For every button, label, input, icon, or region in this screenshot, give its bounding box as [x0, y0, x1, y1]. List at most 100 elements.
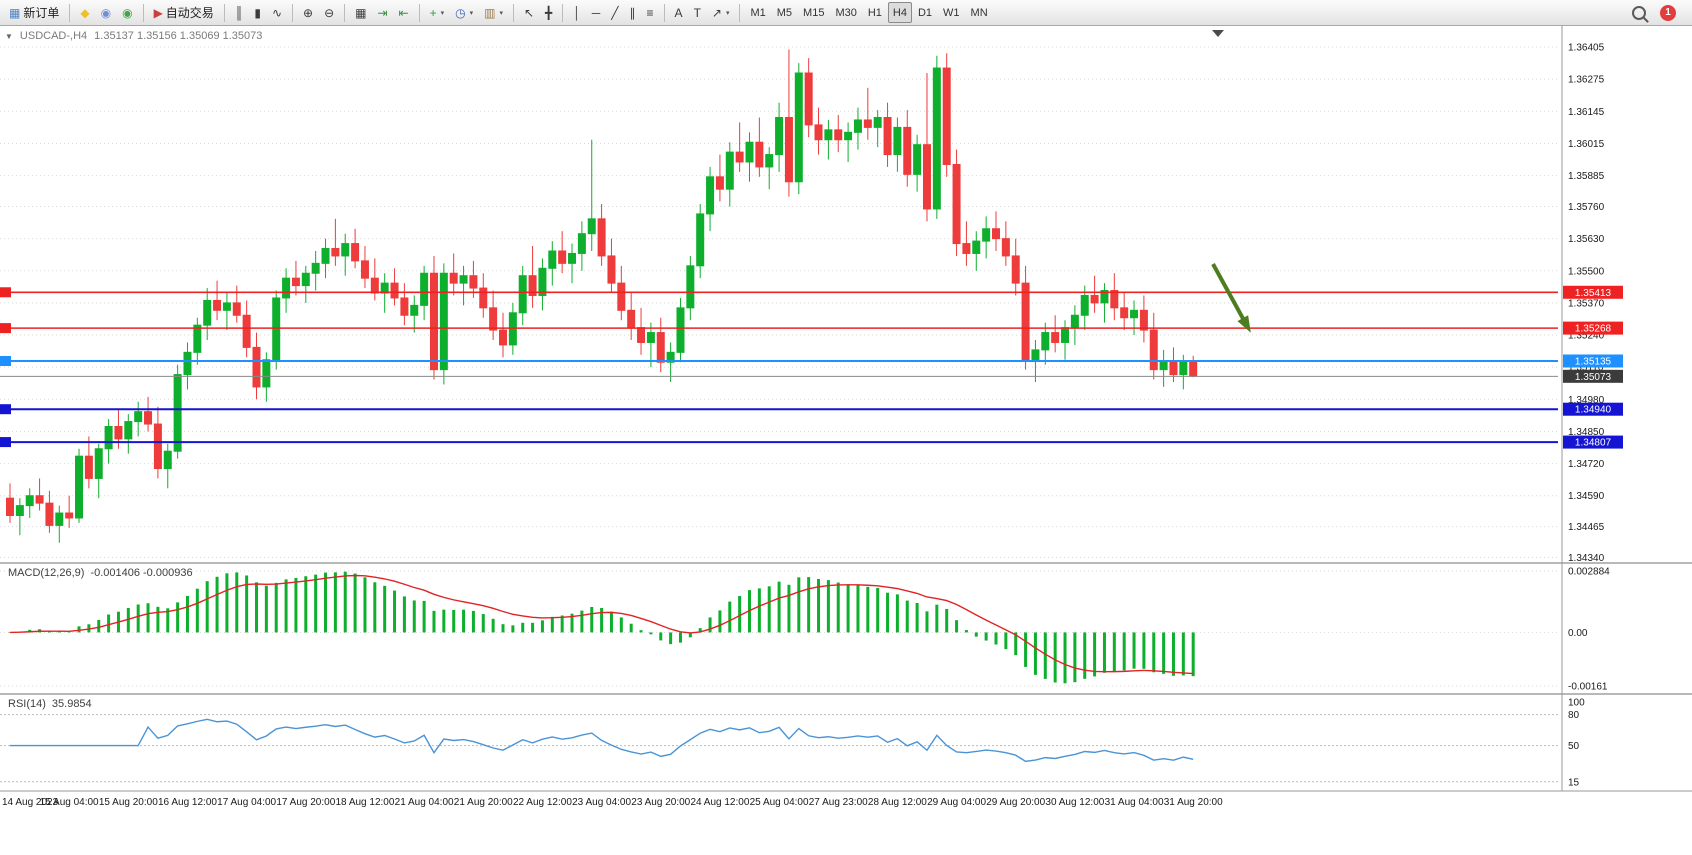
price-tick-label: 1.34720 [1568, 459, 1605, 470]
timeframe-m5-button[interactable]: M5 [772, 2, 797, 23]
macd-histogram-bar [609, 611, 613, 633]
macd-histogram-bar [481, 614, 485, 633]
candle-body [203, 299, 212, 326]
chart-canvas[interactable]: 1.36405 1.36275 1.36145 1.36015 1.35885 1.357… [0, 26, 1692, 855]
equidistant-channel-button[interactable]: ∥ [625, 2, 641, 23]
candle-body [922, 144, 931, 210]
text-label-button[interactable]: T [689, 2, 706, 23]
candle-body [479, 287, 488, 309]
text-icon: A [674, 5, 683, 20]
toolbar-separator [69, 3, 71, 22]
price-level-tag-label: 1.34940 [1575, 405, 1612, 416]
price-level-left-marker [0, 355, 11, 366]
toolbar-separator [739, 3, 741, 22]
collapse-arrow-icon[interactable]: ▼ [5, 31, 13, 41]
candle-body [1021, 282, 1030, 361]
templates-button[interactable]: ▥ ▾ [479, 2, 508, 23]
timeframe-h1-button[interactable]: H1 [863, 2, 887, 23]
candle-body [962, 243, 971, 254]
macd-histogram-bar [560, 615, 564, 633]
zoom-out-button[interactable]: ⊖ [319, 2, 339, 23]
candle-body [982, 228, 991, 242]
candle-body [351, 243, 360, 262]
text-button[interactable]: A [670, 2, 688, 23]
new-order-button[interactable]: ▦ 新订单 [4, 2, 64, 23]
macd-histogram-bar [264, 585, 268, 633]
time-axis-label: 15 Aug 20:00 [99, 797, 158, 808]
fibonacci-button[interactable]: ≡ [642, 2, 659, 23]
macd-histogram-bar [994, 632, 998, 645]
macd-histogram-bar [659, 632, 663, 641]
crosshair-button[interactable]: ╋ [540, 2, 557, 23]
trend-arrow[interactable] [1211, 263, 1248, 325]
candlestick-chart-button[interactable]: ▮ [249, 2, 266, 23]
dropdown-caret-icon: ▾ [499, 9, 503, 17]
candle-body [134, 411, 143, 423]
bar-chart-button[interactable]: ║ [230, 2, 249, 23]
timeframe-mn-button[interactable]: MN [966, 2, 993, 23]
macd-histogram-bar [324, 572, 328, 633]
candle-body [528, 275, 537, 296]
metaquotes-icon: ◆ [80, 5, 90, 20]
search-icon[interactable] [1632, 5, 1646, 20]
community-button[interactable]: ◉ [96, 2, 116, 23]
candle-body [153, 423, 162, 470]
macd-histogram-bar [136, 604, 140, 633]
candle-body [745, 141, 754, 163]
horizontal-line-button[interactable]: ─ [587, 2, 606, 23]
cursor-button[interactable]: ↖ [519, 2, 539, 23]
timeframe-d1-button[interactable]: D1 [913, 2, 937, 23]
vertical-line-button[interactable]: │ [568, 2, 586, 23]
arrows-button[interactable]: ↗ ▾ [707, 2, 735, 23]
macd-histogram-bar [8, 632, 12, 633]
timeframe-m30-button-label: M30 [835, 6, 857, 19]
pane-splitter[interactable] [0, 562, 1692, 564]
arrows-icon: ↗ [711, 5, 722, 20]
rsi-scale-label: 80 [1568, 710, 1580, 721]
macd-histogram-bar [905, 600, 909, 633]
macd-histogram-bar [895, 594, 899, 633]
timeframe-w1-button[interactable]: W1 [938, 2, 965, 23]
chart-shift-marker[interactable] [1212, 30, 1224, 37]
macd-scale-label: 0.00 [1568, 628, 1588, 639]
tile-windows-button[interactable]: ▦ [350, 2, 371, 23]
candle-body [725, 151, 734, 190]
website-button[interactable]: ◉ [117, 2, 137, 23]
candle-body [1100, 290, 1109, 304]
price-level-tag-label: 1.35413 [1575, 288, 1612, 299]
macd-histogram-bar [738, 595, 742, 633]
dropdown-caret-icon: ▾ [725, 9, 730, 17]
macd-histogram-bar [1122, 632, 1126, 671]
timeframe-h4-button[interactable]: H4 [887, 2, 912, 23]
auto-scroll-button[interactable]: ⇥ [372, 2, 392, 23]
notification-badge[interactable]: 1 [1660, 4, 1676, 21]
time-axis-label: 30 Aug 12:00 [1045, 797, 1104, 808]
autotrading-button[interactable]: ▶ 自动交易 [149, 2, 219, 23]
metaquotes-button[interactable]: ◆ [75, 2, 94, 23]
macd-histogram-bar [807, 577, 811, 633]
indicators-icon: + [429, 5, 437, 20]
candle-body [942, 67, 951, 165]
macd-histogram-bar [678, 632, 682, 643]
price-tick-label: 1.35110 [1568, 363, 1604, 374]
chart-shift-button[interactable]: ⇤ [394, 2, 414, 23]
macd-histogram-bar [491, 618, 495, 633]
macd-histogram-bar [1132, 632, 1136, 669]
time-axis-label: 27 Aug 23:00 [809, 797, 868, 808]
candle-body [360, 260, 369, 279]
timeframe-m30-button[interactable]: M30 [830, 2, 861, 23]
macd-histogram-bar [511, 625, 515, 633]
macd-histogram-bar [1142, 632, 1146, 669]
time-axis-label: 21 Aug 04:00 [395, 797, 454, 808]
rsi-indicator-label: RSI(14) 35.9854 [8, 698, 92, 710]
indicators-button[interactable]: + ▾ [425, 2, 450, 23]
macd-histogram-bar [274, 582, 278, 633]
periods-button[interactable]: ◷ ▾ [450, 2, 478, 23]
pane-splitter[interactable] [0, 693, 1692, 695]
zoom-in-button[interactable]: ⊕ [298, 2, 318, 23]
trendline-button[interactable]: ╱ [606, 2, 623, 23]
line-chart-button[interactable]: ∿ [267, 2, 287, 23]
timeframe-m1-button[interactable]: M1 [745, 2, 770, 23]
candle-body [1159, 361, 1168, 371]
timeframe-m15-button[interactable]: M15 [798, 2, 829, 23]
